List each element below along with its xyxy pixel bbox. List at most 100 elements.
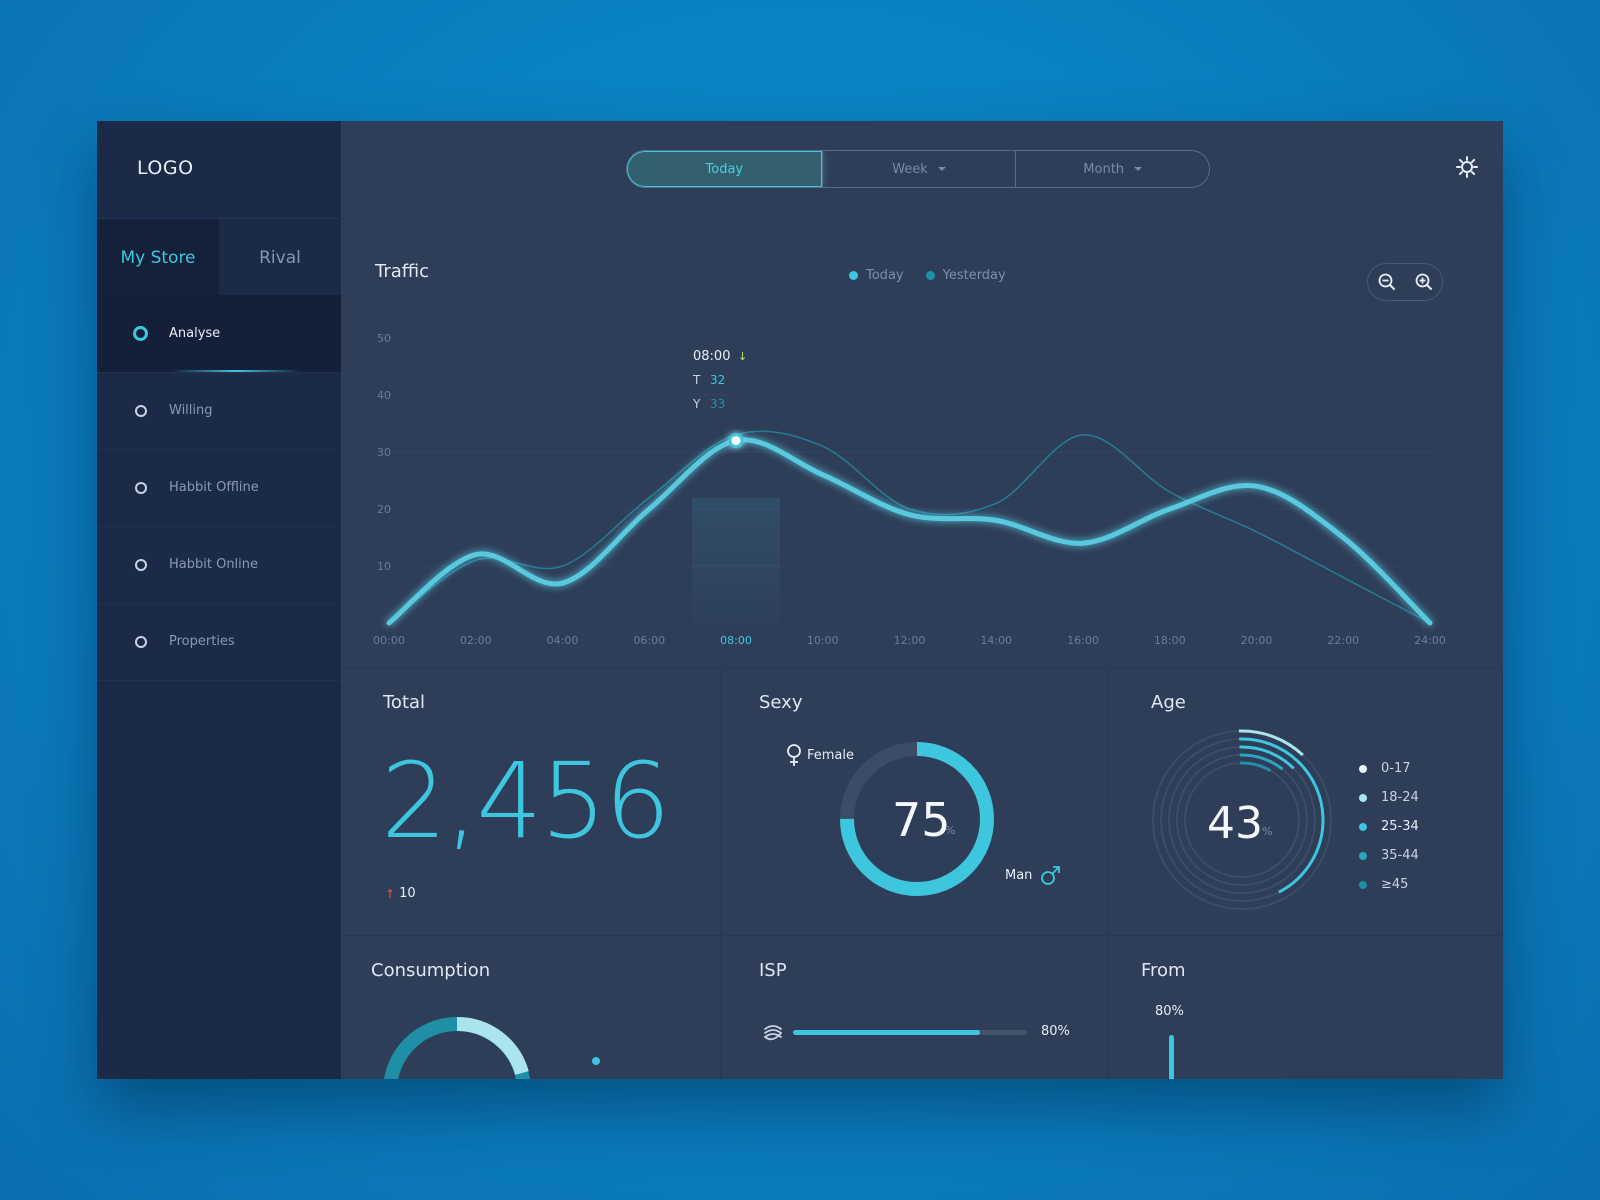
x-tick-label: 04:00 xyxy=(547,634,579,647)
y-tick-label: 50 xyxy=(377,332,391,345)
consumption-card: Consumption xyxy=(341,936,721,1079)
traffic-panel: Traffic Today Yesterday xyxy=(341,218,1503,669)
x-tick-label: 08:00 xyxy=(720,634,752,647)
top-bar: Today Week Month xyxy=(341,121,1503,219)
period-month-button[interactable]: Month xyxy=(1015,151,1209,187)
tab-rival[interactable]: Rival xyxy=(259,247,301,268)
zoom-out-icon xyxy=(1378,273,1395,290)
arrow-down-icon: ↓ xyxy=(738,350,747,363)
period-today-button[interactable]: Today xyxy=(627,151,822,187)
x-tick-label: 22:00 xyxy=(1327,634,1359,647)
from-card: From 80% xyxy=(1109,936,1503,1079)
legend-swatch xyxy=(1359,822,1367,831)
total-delta: ↑ 10 xyxy=(385,886,416,901)
tooltip-y-value: 33 xyxy=(710,397,725,411)
sidebar-item-habbit-online[interactable]: Habbit Online xyxy=(97,526,341,604)
gear-icon[interactable] xyxy=(1454,154,1480,180)
sidebar-item-willing[interactable]: Willing xyxy=(97,372,341,450)
circle-icon xyxy=(135,635,147,648)
isp-progress-fill xyxy=(793,1030,981,1035)
total-value: 2,456 xyxy=(381,740,671,862)
age-legend-item: 25-34 xyxy=(1359,812,1419,841)
from-title: From xyxy=(1141,960,1186,981)
donut-arc xyxy=(840,742,994,896)
legend-item-today: Today xyxy=(849,268,904,283)
age-ring-arc xyxy=(1167,745,1317,895)
traffic-title: Traffic xyxy=(375,261,430,282)
legend-dot xyxy=(592,1057,600,1065)
y-tick-label: 20 xyxy=(377,503,391,516)
total-card: Total 2,456 ↑ 10 xyxy=(341,668,721,936)
highlight-column xyxy=(692,498,780,623)
age-group-label: 35-44 xyxy=(1381,848,1419,863)
age-group-label: ≥45 xyxy=(1381,877,1409,892)
gender-value: 75 xyxy=(892,793,951,847)
age-legend: 0-17 18-24 25-34 35-44 ≥45 xyxy=(1359,754,1419,899)
tooltip-time: 08:00 xyxy=(693,349,730,364)
gender-unit: % xyxy=(945,824,955,837)
arrow-up-icon: ↑ xyxy=(385,886,396,901)
x-tick-label: 02:00 xyxy=(460,634,492,647)
age-card: Age 43 % 0-17 18-24 25-34 35-44 ≥45 xyxy=(1109,668,1503,936)
age-title: Age xyxy=(1151,692,1186,713)
age-value: 43 xyxy=(1207,798,1263,849)
age-legend-item: ≥45 xyxy=(1359,870,1419,899)
age-ring-arc xyxy=(1175,753,1309,887)
isp-value: 80% xyxy=(1041,1024,1070,1039)
period-label: Today xyxy=(705,161,744,177)
legend-swatch xyxy=(1359,764,1367,773)
female-label: Female xyxy=(807,748,854,763)
series-line-yesterday xyxy=(388,430,1431,624)
circle-icon xyxy=(135,481,147,494)
zoom-out-button[interactable] xyxy=(1368,264,1405,300)
logo: LOGO xyxy=(137,157,194,179)
age-group-label: 25-34 xyxy=(1381,819,1419,834)
from-bar xyxy=(1169,1035,1174,1079)
tab-my-store[interactable]: My Store xyxy=(97,219,219,296)
sidebar-item-analyse[interactable]: Analyse xyxy=(97,295,341,373)
x-tick-label: 10:00 xyxy=(807,634,839,647)
tooltip-y-label: Y xyxy=(692,397,701,411)
legend-swatch xyxy=(925,271,935,280)
legend-label: Today xyxy=(866,268,904,283)
y-tick-label: 30 xyxy=(377,446,391,459)
zoom-in-icon xyxy=(1415,273,1432,290)
tooltip-t-label: T xyxy=(692,373,701,387)
zoom-in-button[interactable] xyxy=(1405,264,1442,300)
sexy-card: Sexy Female 75 % Man xyxy=(721,668,1109,936)
circle-icon xyxy=(135,558,147,571)
isp-progress xyxy=(793,1030,1027,1035)
donut-arc xyxy=(456,1016,529,1076)
man-label: Man xyxy=(1005,868,1032,883)
legend-swatch xyxy=(849,271,858,280)
zoom-controls xyxy=(1367,263,1443,301)
series-line-today xyxy=(386,437,1433,626)
x-tick-label: 12:00 xyxy=(894,634,926,647)
circle-icon xyxy=(135,404,147,417)
sidebar-item-habbit-offline[interactable]: Habbit Offline xyxy=(97,449,341,527)
total-title: Total xyxy=(383,692,426,713)
x-tick-label: 16:00 xyxy=(1067,634,1099,647)
legend-swatch xyxy=(1359,793,1367,802)
total-delta-value: 10 xyxy=(399,886,416,901)
legend-swatch xyxy=(1359,880,1367,889)
tooltip-t-value: 32 xyxy=(710,373,725,387)
period-selector: Today Week Month xyxy=(626,150,1210,188)
consumption-donut xyxy=(383,1016,600,1079)
female-icon xyxy=(787,744,801,766)
period-week-button[interactable]: Week xyxy=(821,151,1016,187)
isp-card: ISP 80% xyxy=(721,936,1109,1079)
sidebar-item-label: Willing xyxy=(169,403,213,418)
x-tick-label: 20:00 xyxy=(1241,634,1273,647)
sidebar-item-label: Properties xyxy=(169,634,235,649)
highlight-point[interactable] xyxy=(728,433,744,449)
age-unit: % xyxy=(1262,825,1272,838)
x-tick-label: 24:00 xyxy=(1414,634,1446,647)
age-ring-arc xyxy=(1183,761,1301,879)
period-label: Month xyxy=(1083,161,1125,177)
x-tick-label: 06:00 xyxy=(633,634,665,647)
x-tick-label: 14:00 xyxy=(980,634,1012,647)
sidebar-item-label: Habbit Online xyxy=(169,557,259,572)
caret-down-icon xyxy=(937,167,946,171)
sidebar-item-properties[interactable]: Properties xyxy=(97,603,341,681)
